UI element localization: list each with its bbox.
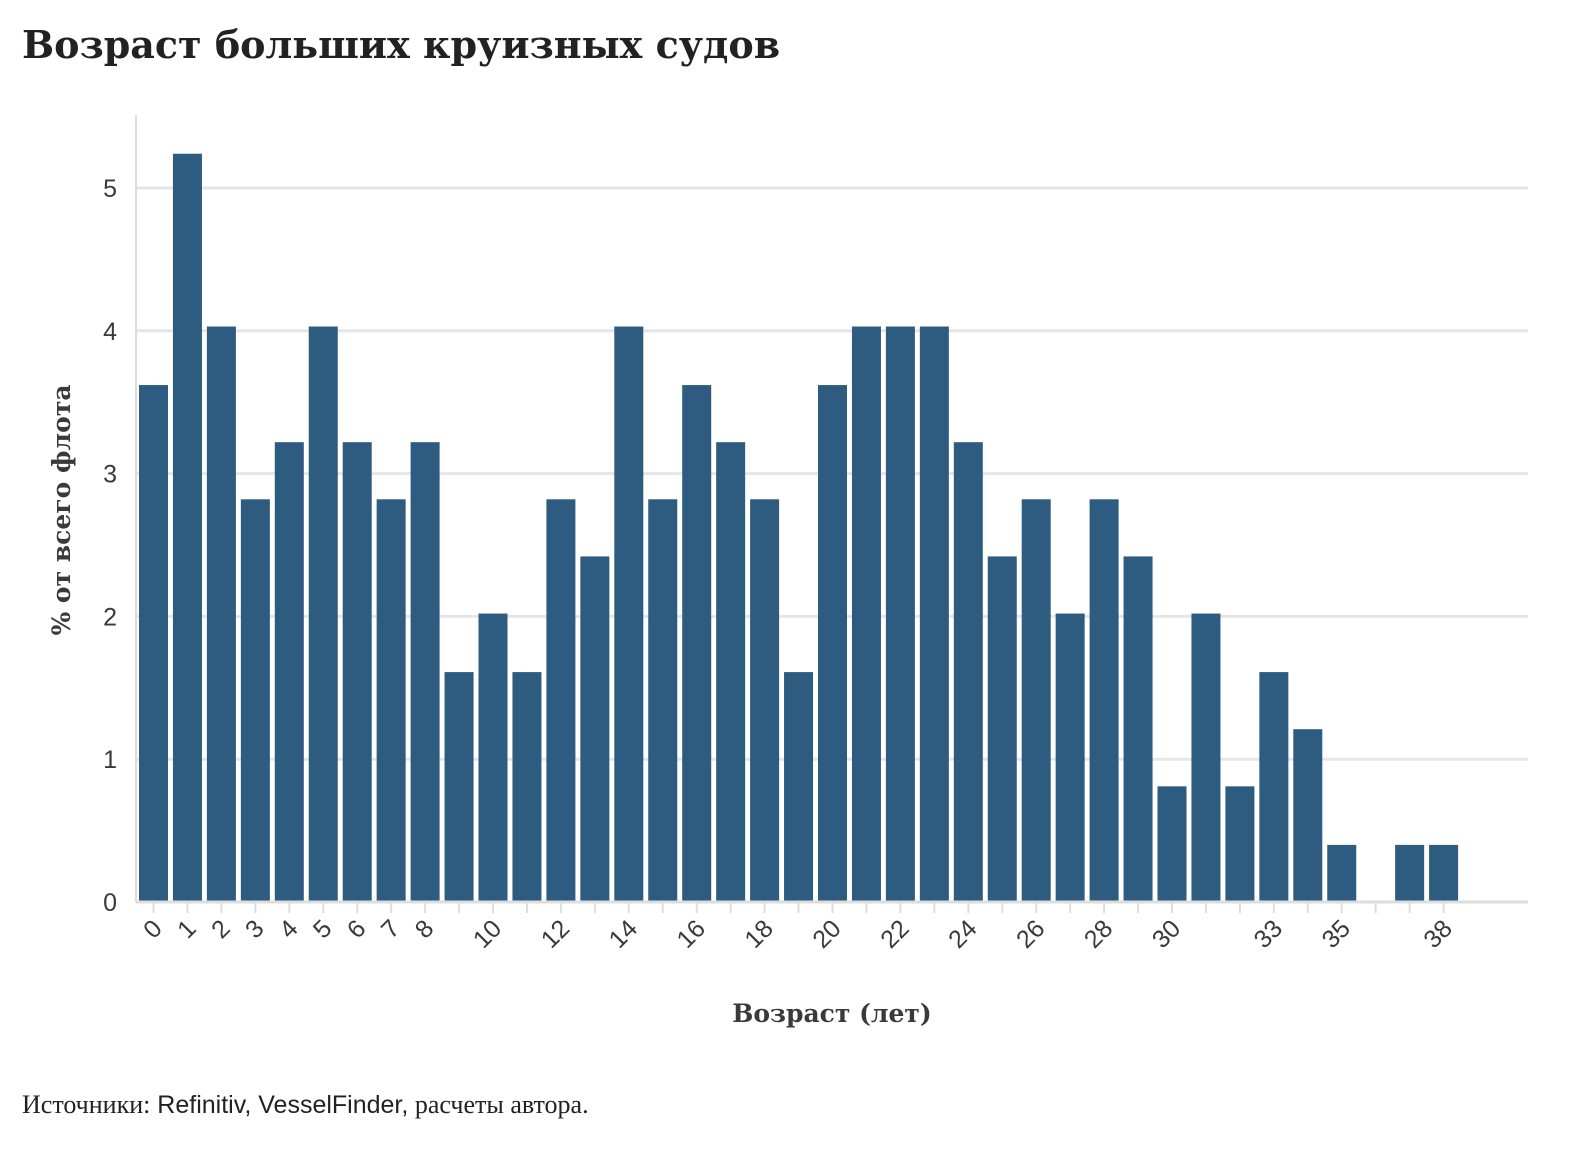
bar-age-5 [308,326,338,902]
bar-age-9 [444,672,474,902]
bar-age-28 [1089,499,1119,902]
x-tick-label: 5 [308,914,338,944]
bar-age-23 [919,326,949,902]
bar-age-33 [1259,672,1289,902]
x-tick-label: 28 [1079,914,1118,953]
x-tick-label: 26 [1011,914,1050,953]
x-tick-label: 3 [240,914,270,944]
x-tick-label: 4 [274,914,304,944]
source-note: Источники: Refinitiv, VesselFinder, расч… [22,1090,589,1120]
source-prefix: Источники: [22,1090,151,1119]
bar-age-16 [682,385,712,903]
y-tick-label: 1 [103,746,117,774]
bar-age-8 [410,442,440,902]
bar-age-10 [478,613,508,902]
x-tick-label: 16 [671,914,710,953]
bar-age-37 [1395,844,1425,902]
bar-age-11 [512,672,542,902]
bar-age-19 [784,672,814,902]
x-tick-label: 14 [604,914,644,954]
x-tick-label: 0 [138,914,168,944]
bar-age-3 [240,499,270,902]
x-tick-label: 12 [536,914,575,953]
x-tick-label: 6 [342,914,372,944]
bar-age-12 [546,499,576,902]
bar-age-7 [376,499,406,902]
source-names: Refinitiv, VesselFinder, [150,1091,409,1119]
bar-age-35 [1327,844,1357,902]
x-tick-label: 38 [1418,914,1457,953]
bar-age-0 [139,385,168,903]
bar-age-25 [987,556,1017,902]
bar-age-32 [1225,786,1255,902]
y-tick-label: 5 [103,175,117,203]
bar-age-2 [206,326,236,902]
bar-age-1 [172,153,202,902]
x-tick-label: 35 [1317,914,1356,953]
chart-title: Возраст больших круизных судов [22,22,781,67]
bar-age-38 [1429,844,1459,902]
bar-age-20 [818,385,847,903]
bar-age-31 [1191,613,1221,902]
x-tick-label: 30 [1147,914,1186,953]
y-tick-label: 4 [103,318,117,346]
x-tick-label: 8 [410,914,440,944]
x-axis-title: Возраст (лет) [732,999,932,1028]
y-tick-label: 3 [103,461,117,489]
x-tick-label: 20 [807,914,846,953]
x-tick-label: 22 [875,914,914,953]
y-tick-label: 2 [103,603,117,631]
x-tick-label: 18 [739,914,778,953]
bar-age-27 [1055,613,1085,902]
bar-age-18 [750,499,780,902]
bar-age-15 [648,499,678,902]
bar-age-14 [614,326,644,902]
bar-age-34 [1293,729,1323,902]
bar-age-30 [1157,786,1187,902]
x-tick-label: 33 [1249,914,1288,953]
bar-age-13 [580,556,610,902]
y-tick-label: 0 [103,889,117,917]
x-tick-label: 10 [468,914,507,953]
x-tick-label: 24 [943,914,983,954]
x-tick-label: 1 [172,914,202,944]
bars [139,153,1459,903]
bar-age-24 [953,442,983,902]
bar-age-22 [885,326,915,902]
source-suffix: расчеты автора. [408,1090,589,1119]
bar-age-21 [851,326,881,902]
bar-age-26 [1021,499,1051,902]
bar-age-6 [342,442,372,902]
x-tick-label: 7 [376,914,406,944]
bar-age-4 [274,442,304,902]
bar-age-17 [716,442,746,902]
bar-age-29 [1123,556,1153,902]
y-axis-title: % от всего флота [47,384,76,635]
x-tick-label: 2 [206,914,236,944]
